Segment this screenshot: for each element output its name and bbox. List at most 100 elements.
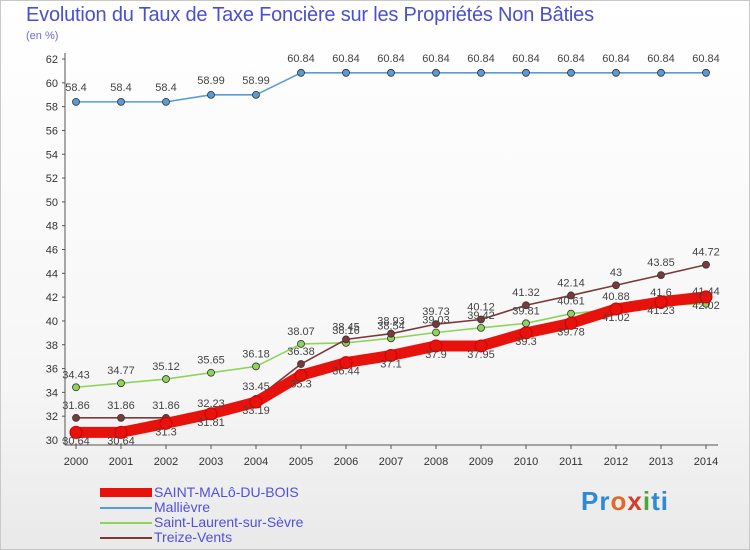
y-tick-label: 34 xyxy=(46,387,58,399)
data-label: 37.95 xyxy=(467,349,495,361)
legend-label: SAINT-MALô-DU-BOIS xyxy=(154,484,299,500)
data-label: 60.84 xyxy=(422,53,450,65)
data-label: 40.88 xyxy=(602,291,630,303)
data-label: 60.84 xyxy=(692,53,720,65)
data-point xyxy=(654,295,668,309)
data-label: 36.44 xyxy=(332,366,360,378)
data-label: 43 xyxy=(610,267,622,279)
data-label: 60.84 xyxy=(647,53,675,65)
y-tick-label: 32 xyxy=(46,411,58,423)
x-tick-label: 2008 xyxy=(424,456,448,468)
data-point xyxy=(567,68,575,77)
data-point xyxy=(72,97,80,106)
data-point xyxy=(612,281,620,290)
data-point xyxy=(294,368,308,382)
x-tick-label: 2001 xyxy=(109,456,133,468)
proxiti-logo: Proxiti xyxy=(581,486,669,516)
data-point xyxy=(699,290,713,304)
data-label: 35.12 xyxy=(152,361,180,373)
data-label: 39.78 xyxy=(557,326,585,338)
x-tick-label: 2011 xyxy=(559,456,583,468)
data-point xyxy=(564,316,578,330)
y-tick-label: 58 xyxy=(46,102,58,114)
data-label: 35.65 xyxy=(197,355,225,367)
data-label: 60.84 xyxy=(602,53,630,65)
data-label: 41.32 xyxy=(512,287,540,299)
y-tick-label: 56 xyxy=(46,125,58,137)
data-point xyxy=(114,425,128,439)
data-label: 31.86 xyxy=(152,400,180,412)
data-label: 41.02 xyxy=(602,312,630,324)
data-label: 58.4 xyxy=(155,82,176,94)
x-tick-label: 2009 xyxy=(469,456,493,468)
data-label: 35.3 xyxy=(290,378,311,390)
data-label: 40.12 xyxy=(467,302,495,314)
data-label: 60.84 xyxy=(512,53,540,65)
data-point xyxy=(339,356,353,370)
legend-swatch xyxy=(100,488,152,497)
data-point xyxy=(162,97,170,106)
data-label: 30.64 xyxy=(62,435,90,447)
data-label: 42.14 xyxy=(557,277,585,289)
data-label: 41.6 xyxy=(650,287,671,299)
data-label: 41.23 xyxy=(647,305,675,317)
x-tick-label: 2012 xyxy=(604,456,628,468)
data-point xyxy=(117,413,125,422)
data-label: 30.64 xyxy=(107,435,135,447)
data-point xyxy=(567,309,575,318)
data-label: 32.23 xyxy=(197,398,225,410)
data-point xyxy=(474,339,488,353)
y-tick-label: 30 xyxy=(46,435,58,447)
data-label: 38.16 xyxy=(332,325,360,337)
data-point xyxy=(72,413,80,422)
x-tick-label: 2014 xyxy=(694,456,718,468)
data-point xyxy=(567,291,575,300)
data-label: 42.02 xyxy=(692,300,720,312)
data-label: 38.93 xyxy=(377,316,405,328)
data-label: 31.86 xyxy=(62,400,90,412)
data-point xyxy=(342,335,350,344)
data-point xyxy=(249,395,263,409)
data-point xyxy=(477,315,485,324)
data-point xyxy=(387,329,395,338)
legend-swatch xyxy=(100,522,152,524)
data-point xyxy=(252,90,260,99)
y-tick-label: 38 xyxy=(46,340,58,352)
x-tick-label: 2013 xyxy=(649,456,673,468)
legend-label: Saint-Laurent-sur-Sèvre xyxy=(154,514,304,530)
data-label: 60.84 xyxy=(467,53,495,65)
data-label: 39.42 xyxy=(467,310,495,322)
data-label: 38.45 xyxy=(332,321,360,333)
data-label: 36.18 xyxy=(242,348,270,360)
data-label: 60.84 xyxy=(557,53,585,65)
data-label: 41.44 xyxy=(692,286,720,298)
x-tick-label: 2004 xyxy=(244,456,268,468)
data-label: 31.81 xyxy=(197,417,225,429)
data-label: 58.99 xyxy=(242,75,270,87)
data-label: 36.38 xyxy=(287,346,315,358)
data-label: 31.3 xyxy=(155,426,176,438)
y-tick-label: 50 xyxy=(46,197,58,209)
data-label: 34.43 xyxy=(62,369,90,381)
data-point xyxy=(162,375,170,383)
legend-swatch xyxy=(100,537,152,539)
data-label: 58.4 xyxy=(110,82,131,94)
data-label: 38.54 xyxy=(377,320,405,332)
legend-label: Treize-Vents xyxy=(154,529,233,545)
x-tick-label: 2007 xyxy=(379,456,403,468)
data-point xyxy=(207,90,215,99)
x-tick-label: 2006 xyxy=(334,456,358,468)
y-tick-label: 60 xyxy=(46,78,58,90)
data-point xyxy=(297,68,305,77)
data-label: 44.72 xyxy=(692,247,720,259)
data-label: 37.1 xyxy=(380,358,401,370)
data-point xyxy=(522,319,530,328)
data-point xyxy=(387,68,395,77)
data-point xyxy=(522,301,530,310)
data-point xyxy=(522,68,530,77)
data-point xyxy=(657,271,665,279)
data-point xyxy=(519,326,533,340)
data-point xyxy=(432,320,440,329)
data-point xyxy=(702,68,710,77)
